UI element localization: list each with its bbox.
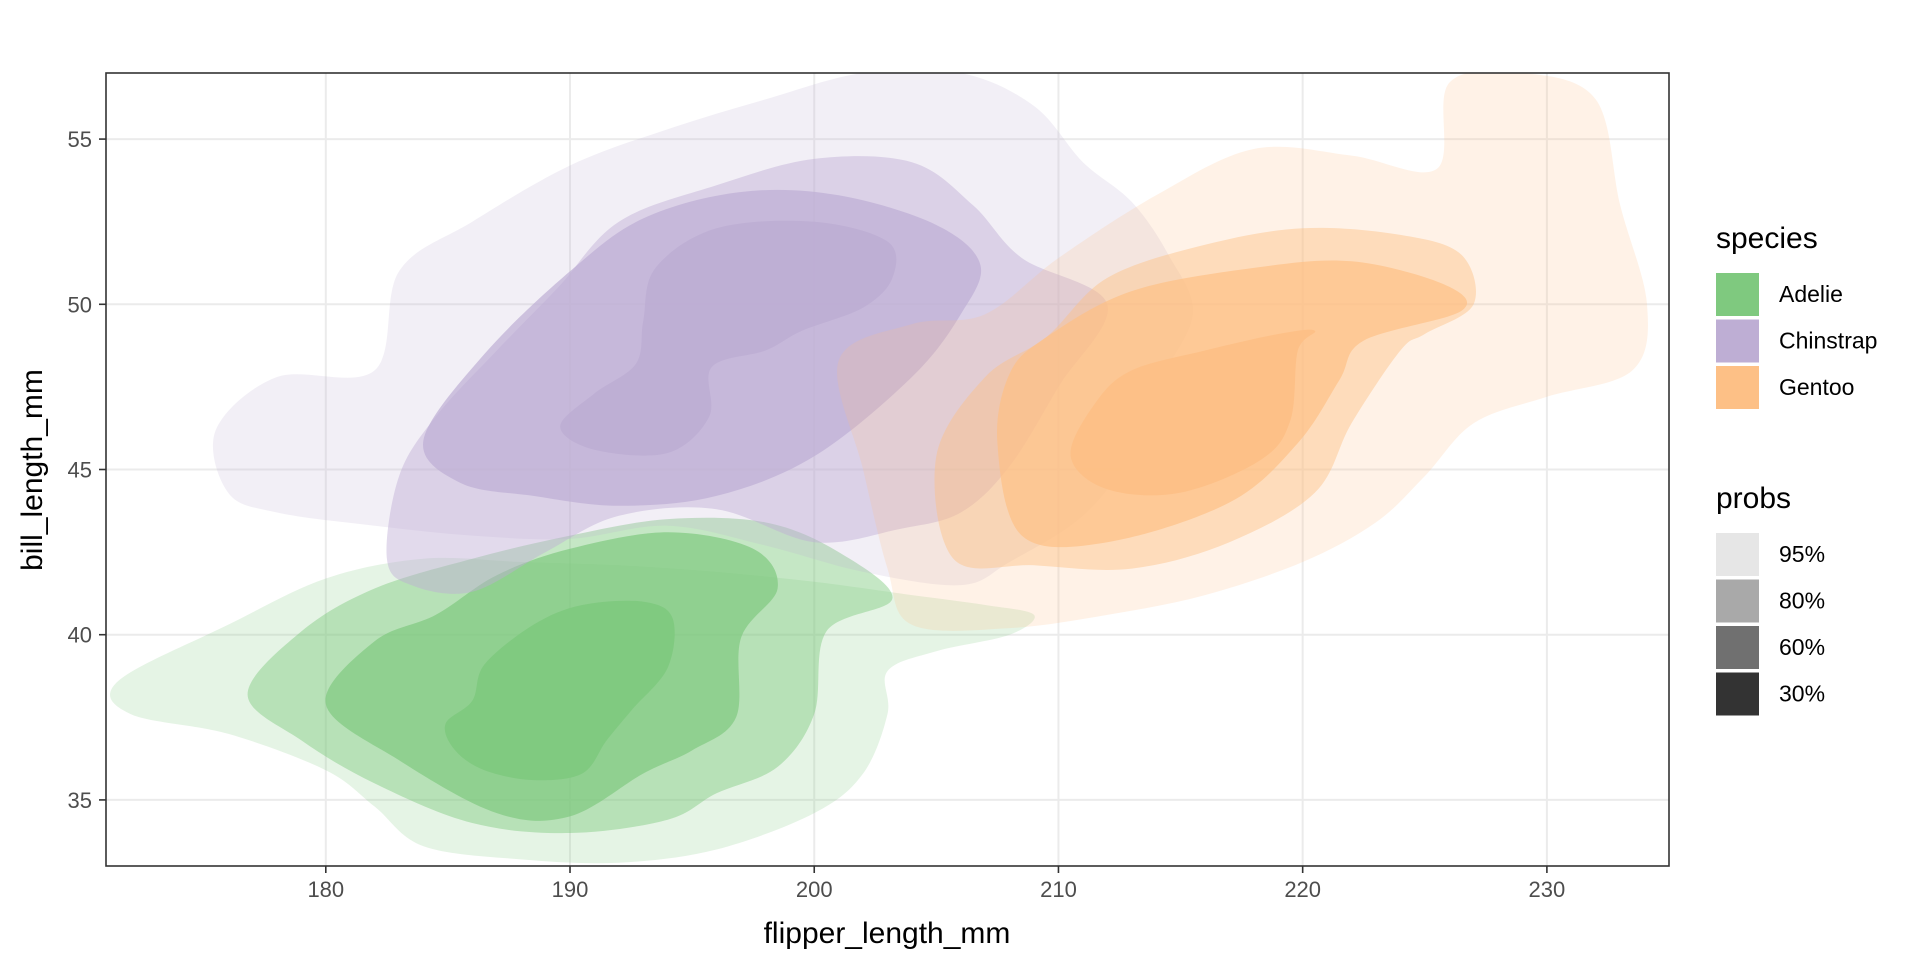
legend-swatch-chinstrap [1716, 319, 1759, 363]
x-tick-label-190: 190 [552, 877, 589, 902]
legend-swatch-60 [1716, 626, 1759, 669]
x-axis: 180 190 200 210 220 230 [307, 866, 1565, 902]
legend-title-probs: probs [1716, 482, 1791, 515]
x-tick-label-210: 210 [1040, 877, 1077, 902]
legend-label-adelie: Adelie [1779, 281, 1843, 307]
y-axis: 35 40 45 50 55 [68, 127, 106, 813]
series-gentoo [837, 73, 1648, 631]
series-adelie [110, 517, 1035, 864]
legend-label-gentoo: Gentoo [1779, 374, 1854, 400]
legend-probs: probs 95% 80% 60% 30% [1716, 482, 1825, 716]
legend-swatch-80 [1716, 579, 1759, 623]
legend-swatch-gentoo [1716, 366, 1759, 409]
y-tick-label-55: 55 [68, 127, 92, 152]
y-tick-label-35: 35 [68, 788, 92, 813]
legend-species: species Adelie Chinstrap Gentoo [1716, 222, 1877, 409]
legend-swatch-95 [1716, 533, 1759, 576]
legend-label-80: 80% [1779, 588, 1825, 614]
legend-label-60: 60% [1779, 634, 1825, 660]
legend-label-30: 30% [1779, 681, 1825, 707]
contour-adelie-30 [444, 600, 675, 781]
contour-gentoo-30 [1070, 329, 1316, 496]
series-chinstrap [212, 73, 1193, 594]
y-tick-label-45: 45 [68, 458, 92, 483]
legend-label-chinstrap: Chinstrap [1779, 328, 1877, 354]
x-tick-label-200: 200 [796, 877, 833, 902]
y-axis-title: bill_length_mm [16, 369, 49, 571]
contour-layer [110, 73, 1648, 864]
legend: species Adelie Chinstrap Gentoo probs 95% 80% 6… [1716, 222, 1877, 716]
x-tick-label-180: 180 [307, 877, 344, 902]
x-axis-title: flipper_length_mm [764, 917, 1011, 950]
x-tick-label-220: 220 [1284, 877, 1321, 902]
x-tick-label-230: 230 [1529, 877, 1566, 902]
contour-chinstrap-30 [560, 220, 897, 456]
legend-swatch-adelie [1716, 273, 1759, 316]
y-tick-label-40: 40 [68, 623, 92, 648]
legend-label-95: 95% [1779, 541, 1825, 567]
y-tick-label-50: 50 [68, 292, 92, 317]
legend-title-species: species [1716, 222, 1818, 255]
legend-swatch-30 [1716, 672, 1759, 716]
